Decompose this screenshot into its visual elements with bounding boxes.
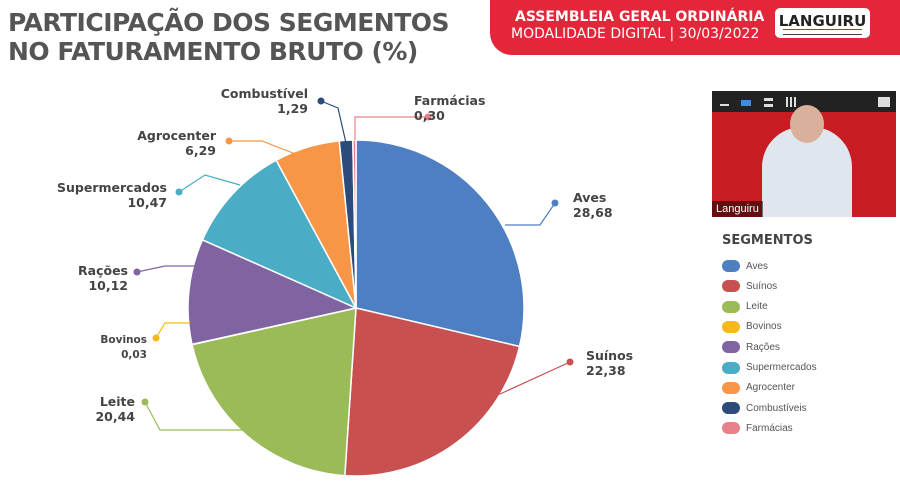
legend-label: Aves <box>746 260 769 272</box>
minimize-icon[interactable] <box>720 104 729 106</box>
data-label-value: 28,68 <box>573 205 613 220</box>
pie-slice-1 <box>344 307 521 477</box>
leader-line-6 <box>229 140 299 156</box>
grid-view-icon[interactable] <box>786 97 796 107</box>
stacked-view-icon[interactable] <box>764 98 773 107</box>
legend-swatch <box>722 280 740 293</box>
legend-label: Bovinos <box>746 321 782 333</box>
leader-dot-2 <box>141 398 149 406</box>
leader-line-0 <box>505 202 556 226</box>
leader-dot-0 <box>551 199 559 207</box>
data-label-value: 10,12 <box>88 278 128 293</box>
legend-item: Supermercados <box>722 361 817 375</box>
leader-line-5 <box>178 174 241 193</box>
pie-slice-0 <box>355 139 525 348</box>
legend-swatch <box>722 402 740 415</box>
legend-label: Combustíveis <box>746 402 807 414</box>
leader-dot-7 <box>317 97 325 105</box>
legend-label: Supermercados <box>746 362 817 373</box>
leader-dot-3 <box>152 334 160 342</box>
data-label-value: 10,47 <box>127 195 167 210</box>
legend-label: Agrocenter <box>746 382 795 394</box>
legend-label: Leite <box>746 301 768 313</box>
leader-dot-1 <box>566 358 574 366</box>
leader-dot-4 <box>133 268 141 276</box>
legend-item: Suínos <box>722 279 777 293</box>
data-label-value: 22,38 <box>586 363 626 378</box>
data-label: Supermercados 10,47 <box>57 180 167 210</box>
event-banner: ASSEMBLEIA GERAL ORDINÁRIA MODALIDADE DI… <box>490 0 900 55</box>
pie-slice-2 <box>191 307 357 477</box>
video-feed[interactable]: Languiru <box>712 91 896 217</box>
leader-dot-5 <box>175 188 183 196</box>
legend-item: Combustíveis <box>722 401 807 415</box>
data-label-value: 6,29 <box>185 143 216 158</box>
data-label: Aves 28,68 <box>573 190 613 220</box>
legend-item: Leite <box>722 300 768 314</box>
data-label: Combustível 1,29 <box>221 86 308 116</box>
data-label-value: 1,29 <box>277 101 308 116</box>
data-label: Rações 10,12 <box>78 263 128 293</box>
pie-slice-5 <box>201 159 358 310</box>
data-label-value: 0,30 <box>414 108 445 123</box>
title-line-2: NO FATURAMENTO BRUTO (%) <box>8 37 418 66</box>
participant-name: Languiru <box>712 201 763 217</box>
leader-line-7 <box>320 100 347 144</box>
legend-label: Rações <box>746 341 780 353</box>
legend-swatch <box>722 300 740 313</box>
data-label-name: Aves <box>573 190 607 205</box>
data-label-name: Suínos <box>586 348 634 363</box>
pie-slice-4 <box>187 238 359 346</box>
legend-item: Aves <box>722 259 768 273</box>
legend-item: Bovinos <box>722 320 782 334</box>
data-label-value: 0,03 <box>121 349 147 361</box>
legend-title: SEGMENTOS <box>722 233 813 248</box>
legend-swatch <box>722 381 740 394</box>
data-label-name: Bovinos <box>100 334 147 346</box>
legend-swatch <box>722 341 740 354</box>
legend-label: Suínos <box>746 280 778 292</box>
legend-swatch <box>722 361 740 374</box>
data-label: Suínos 22,38 <box>586 348 633 378</box>
data-label: Bovinos 0,03 <box>100 333 147 363</box>
leader-line-1 <box>482 361 571 395</box>
leader-line-4 <box>136 265 195 273</box>
leader-dot-6 <box>225 137 233 145</box>
data-label-name: Leite <box>99 394 135 409</box>
legend-item: Agrocenter <box>722 381 795 395</box>
legend-swatch <box>722 422 740 435</box>
legend-swatch <box>722 260 740 272</box>
banner-line-1: ASSEMBLEIA GERAL ORDINÁRIA <box>515 9 765 25</box>
speaker-view-icon[interactable] <box>741 100 751 106</box>
speaker-head <box>790 105 824 143</box>
data-label: Leite 20,44 <box>95 394 135 424</box>
data-label: Agrocenter 6,29 <box>137 128 216 158</box>
page-title: PARTICIPAÇÃO DOS SEGMENTOS NO FATURAMENT… <box>8 8 450 66</box>
languiru-logo: LANGUIRU <box>775 8 870 38</box>
banner-line-2: MODALIDADE DIGITAL | 30/03/2022 <box>511 26 760 42</box>
data-label-name: Supermercados <box>57 180 167 195</box>
pie-slice-8 <box>352 139 357 309</box>
data-label-name: Farmácias <box>414 93 486 108</box>
leader-line-3 <box>155 322 190 339</box>
data-label-value: 20,44 <box>95 409 135 424</box>
leader-dot-8 <box>424 113 432 121</box>
legend-item: Farmácias <box>722 421 793 435</box>
legend-label: Farmácias <box>746 422 793 434</box>
data-label-name: Combustível <box>220 86 308 101</box>
video-toolbar <box>712 91 896 112</box>
data-label-name: Rações <box>78 263 128 278</box>
legend-item: Rações <box>722 340 780 354</box>
leader-line-8 <box>354 116 428 140</box>
title-line-1: PARTICIPAÇÃO DOS SEGMENTOS <box>8 8 450 37</box>
leader-line-2 <box>144 401 250 431</box>
layout-icon[interactable] <box>878 97 890 107</box>
data-label: Farmácias 0,30 <box>414 93 485 123</box>
data-label-name: Agrocenter <box>137 128 216 143</box>
legend-swatch <box>722 320 740 333</box>
